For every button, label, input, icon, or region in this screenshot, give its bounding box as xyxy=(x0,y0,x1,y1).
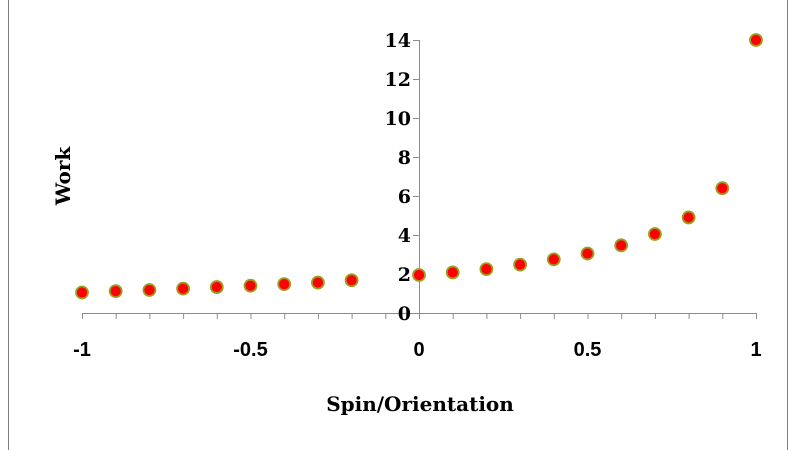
data-point xyxy=(648,227,662,241)
data-point xyxy=(75,285,89,300)
data-point xyxy=(344,273,359,288)
y-tick-label: 2 xyxy=(398,264,411,286)
y-axis-title: Work xyxy=(51,146,75,207)
data-point xyxy=(445,265,460,280)
y-tick-label: 6 xyxy=(398,186,411,208)
data-point xyxy=(412,268,426,282)
x-tick-label: 1 xyxy=(750,339,761,361)
y-tick-label: 14 xyxy=(385,30,411,52)
data-point xyxy=(108,284,123,299)
x-tick-label: 0 xyxy=(413,339,424,361)
data-point xyxy=(681,210,696,225)
data-points xyxy=(75,33,763,300)
x-tick-label: -1 xyxy=(73,339,91,361)
y-tick-label: 8 xyxy=(398,147,411,169)
data-point xyxy=(277,277,292,292)
data-point xyxy=(749,33,763,47)
data-point xyxy=(310,275,325,290)
y-tick-label: 4 xyxy=(398,225,411,247)
y-tick-label: 10 xyxy=(385,108,411,130)
data-point xyxy=(176,281,191,296)
x-axis-title: Spin/Orientation xyxy=(326,392,514,416)
data-point xyxy=(479,262,494,277)
data-point xyxy=(715,181,730,196)
tick-labels: 0 2 4 6 8 10 12 14 -1 -0.5 0 0.5 1 xyxy=(73,30,761,361)
data-point xyxy=(614,238,629,253)
x-tick-label: -0.5 xyxy=(233,339,267,361)
y-tick-label: 12 xyxy=(385,69,411,91)
data-point xyxy=(209,280,224,294)
x-tick-label: 0.5 xyxy=(574,339,602,361)
data-point xyxy=(513,257,527,272)
data-point xyxy=(580,246,595,261)
data-point xyxy=(142,283,157,297)
data-point xyxy=(546,252,561,267)
y-tick-label: 0 xyxy=(398,303,411,325)
data-point xyxy=(243,278,258,293)
